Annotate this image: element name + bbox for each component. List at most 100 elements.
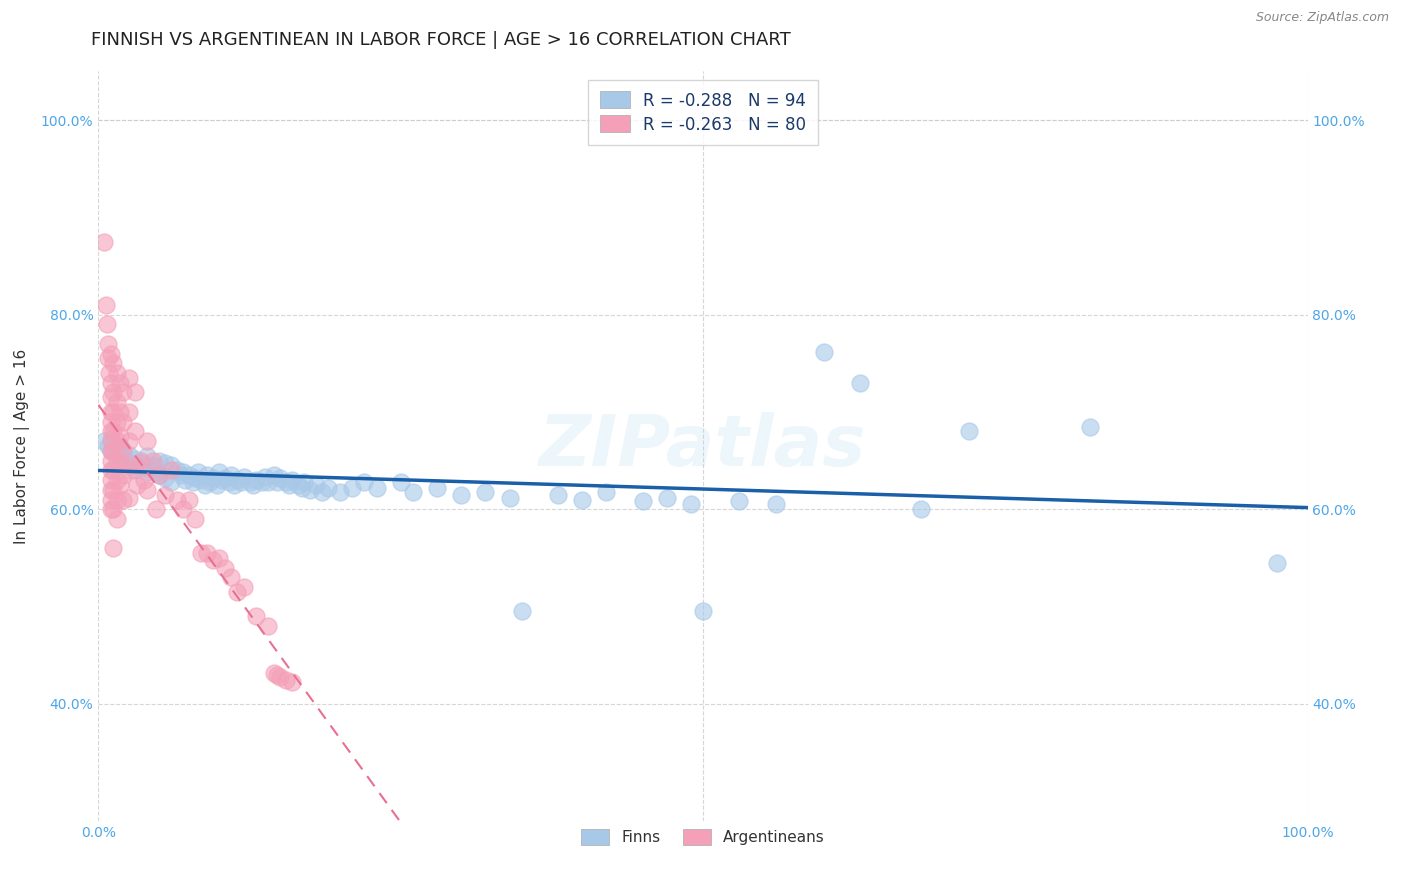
Point: [256, 475, 278, 489]
Point: [179, 468, 201, 483]
Point: [111, 492, 134, 507]
Point: [202, 553, 225, 567]
Point: [100, 443, 122, 458]
Point: [214, 471, 236, 485]
Point: [135, 483, 157, 497]
Point: [292, 475, 315, 489]
Text: Source: ZipAtlas.com: Source: ZipAtlas.com: [1256, 11, 1389, 24]
Point: [813, 344, 835, 359]
Point: [184, 471, 207, 485]
Point: [692, 604, 714, 618]
Point: [135, 465, 157, 479]
Point: [101, 483, 124, 497]
Point: [194, 478, 217, 492]
Point: [278, 478, 301, 492]
Point: [124, 463, 146, 477]
Point: [274, 475, 297, 489]
Point: [100, 443, 122, 458]
Point: [474, 484, 496, 499]
Point: [316, 481, 339, 495]
Point: [100, 473, 122, 487]
Point: [153, 471, 176, 485]
Point: [205, 478, 228, 492]
Point: [100, 425, 122, 439]
Point: [311, 484, 333, 499]
Point: [108, 478, 131, 492]
Point: [402, 484, 425, 499]
Point: [366, 481, 388, 495]
Point: [134, 460, 156, 475]
Point: [329, 484, 352, 499]
Point: [111, 468, 134, 483]
Point: [111, 443, 134, 458]
Point: [105, 395, 128, 409]
Point: [190, 473, 212, 487]
Point: [101, 405, 124, 419]
Point: [198, 475, 221, 489]
Point: [571, 492, 593, 507]
Point: [105, 441, 128, 455]
Point: [232, 470, 254, 484]
Point: [221, 468, 243, 483]
Point: [129, 456, 152, 470]
Point: [105, 366, 128, 380]
Point: [93, 434, 115, 449]
Point: [281, 473, 304, 487]
Point: [101, 541, 124, 556]
Point: [108, 439, 131, 453]
Point: [100, 463, 122, 477]
Point: [101, 425, 124, 439]
Point: [266, 475, 288, 489]
Point: [245, 473, 267, 487]
Point: [101, 502, 124, 516]
Point: [957, 425, 980, 439]
Point: [105, 473, 128, 487]
Point: [100, 405, 122, 419]
Point: [305, 478, 328, 492]
Point: [97, 351, 120, 366]
Point: [101, 356, 124, 370]
Text: ZIPatlas: ZIPatlas: [540, 411, 866, 481]
Point: [450, 488, 472, 502]
Point: [101, 463, 124, 477]
Point: [195, 468, 218, 483]
Point: [100, 432, 122, 446]
Point: [172, 465, 194, 479]
Point: [281, 675, 304, 690]
Point: [118, 448, 141, 462]
Point: [274, 673, 297, 687]
Point: [510, 604, 533, 618]
Point: [105, 453, 128, 467]
Point: [195, 546, 218, 560]
Point: [148, 453, 170, 467]
Point: [153, 456, 176, 470]
Point: [97, 439, 120, 453]
Point: [111, 415, 134, 429]
Point: [202, 471, 225, 485]
Point: [124, 458, 146, 473]
Point: [118, 458, 141, 473]
Point: [389, 475, 412, 489]
Point: [232, 580, 254, 594]
Point: [222, 478, 245, 492]
Point: [108, 429, 131, 443]
Point: [250, 475, 273, 489]
Point: [100, 453, 122, 467]
Point: [242, 478, 264, 492]
Point: [169, 468, 191, 483]
Point: [108, 453, 131, 467]
Point: [114, 453, 136, 467]
Point: [118, 491, 141, 505]
Point: [679, 497, 702, 511]
Point: [108, 376, 131, 390]
Point: [226, 473, 249, 487]
Point: [256, 619, 278, 633]
Point: [142, 458, 165, 473]
Point: [287, 478, 309, 492]
Point: [100, 492, 122, 507]
Text: FINNISH VS ARGENTINEAN IN LABOR FORCE | AGE > 16 CORRELATION CHART: FINNISH VS ARGENTINEAN IN LABOR FORCE | …: [91, 31, 792, 49]
Point: [148, 468, 170, 483]
Point: [118, 371, 141, 385]
Point: [547, 488, 569, 502]
Point: [124, 385, 146, 400]
